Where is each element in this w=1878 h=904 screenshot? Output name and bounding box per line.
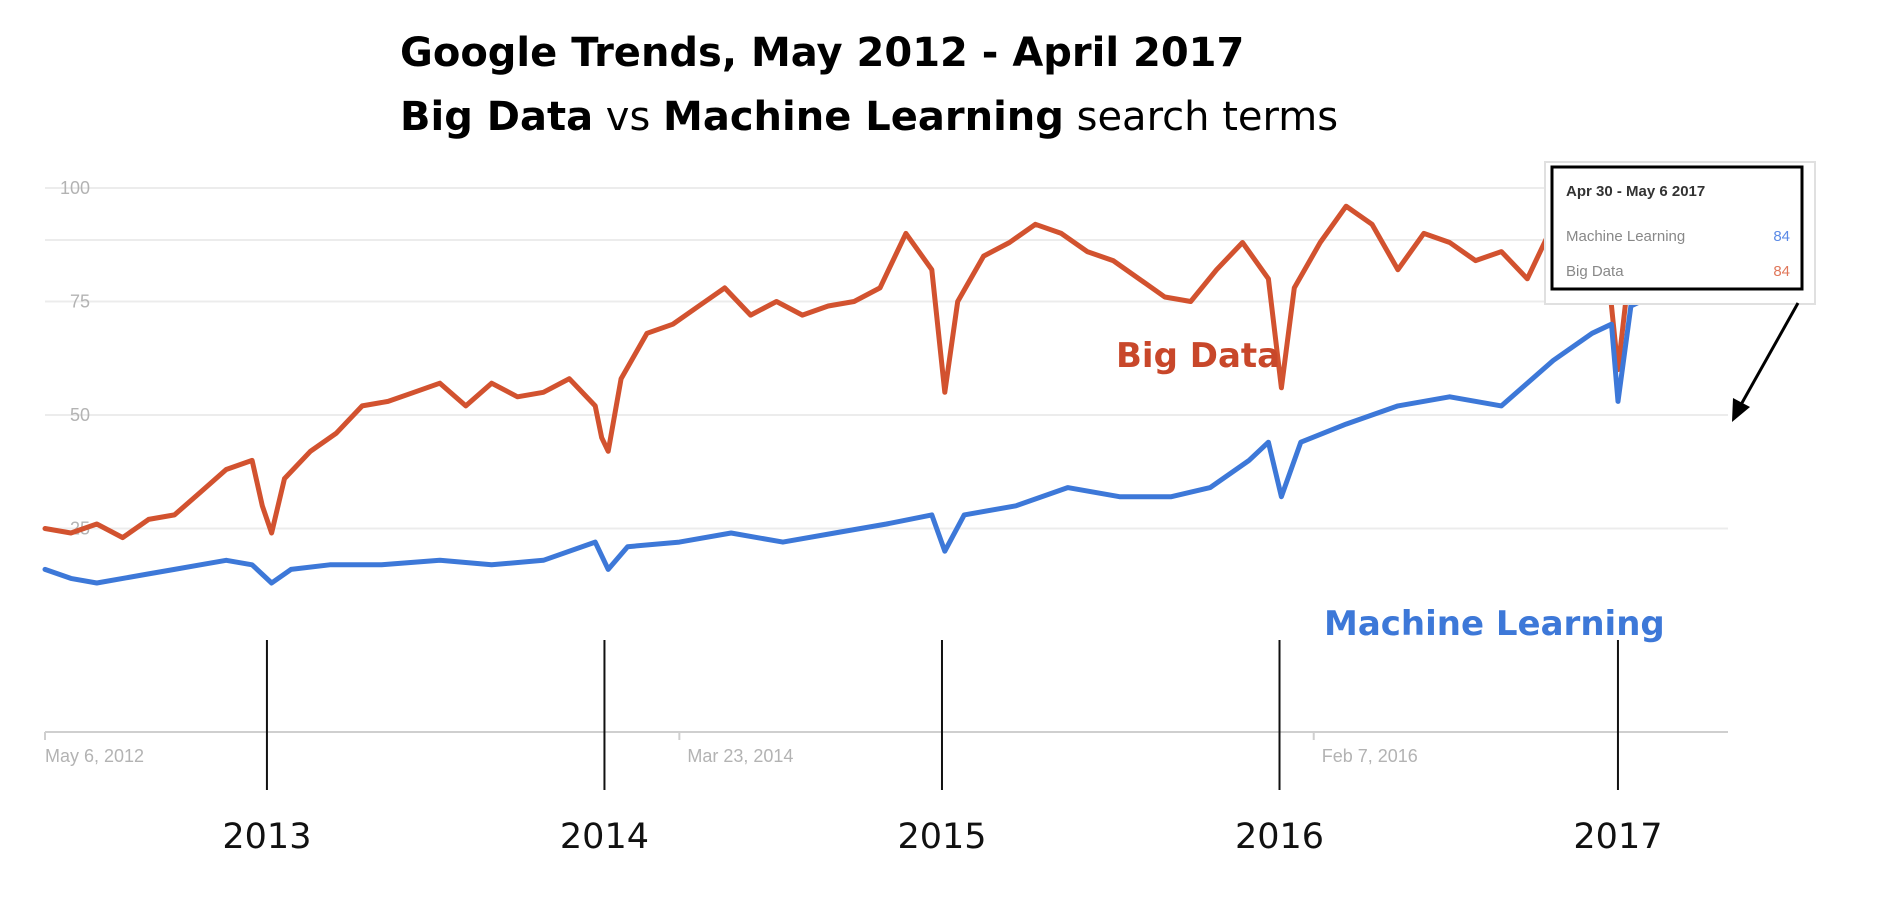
title-part-search-terms: search terms (1064, 94, 1338, 140)
year-marker-label-2014: 2014 (560, 817, 649, 857)
x-tick-label-0: May 6, 2012 (45, 746, 144, 766)
series-line-machine-learning (42, 258, 1731, 586)
tooltip-ml-value: 84 (1773, 228, 1790, 245)
y-tick-label-50: 50 (70, 405, 90, 425)
tooltip-ml-name: Machine Learning (1566, 228, 1685, 245)
y-tick-label-75: 75 (70, 292, 90, 312)
tooltip-bd-name: Big Data (1566, 263, 1624, 280)
year-marker-label-2017: 2017 (1573, 817, 1662, 857)
title-part-vs: vs (593, 94, 663, 140)
year-marker-label-2015: 2015 (897, 817, 986, 857)
series-lines (42, 203, 1731, 586)
arrow-head (1732, 398, 1750, 422)
y-tick-label-100: 100 (60, 178, 90, 198)
chart-title-line2: Big Data vs Machine Learning search term… (400, 94, 1338, 140)
hover-tooltip: Apr 30 - May 6 2017 Machine Learning 84 … (1544, 161, 1816, 305)
year-markers: 2013 2014 2015 2016 2017 (222, 640, 1662, 857)
machine-learning-series-label: Machine Learning (1324, 604, 1665, 644)
x-axis-tick-labels: May 6, 2012 Mar 23, 2014 Feb 7, 2016 (44, 732, 1418, 766)
tooltip-arrow (1732, 302, 1800, 422)
x-tick-label-2: Feb 7, 2016 (1322, 746, 1418, 766)
x-tick-label-1: Mar 23, 2014 (687, 746, 793, 766)
tooltip-date: Apr 30 - May 6 2017 (1566, 183, 1705, 200)
tooltip-bd-value: 84 (1773, 263, 1790, 280)
arrow-shaft (1736, 302, 1800, 411)
title-part-big-data: Big Data (400, 94, 593, 140)
series-line-big-data (42, 203, 1731, 541)
year-marker-label-2013: 2013 (222, 817, 311, 857)
year-marker-label-2016: 2016 (1235, 817, 1324, 857)
big-data-series-label: Big Data (1116, 336, 1280, 376)
title-part-machine-learning: Machine Learning (663, 94, 1064, 140)
chart-title-line1: Google Trends, May 2012 - April 2017 (400, 30, 1244, 76)
tooltip-box (1550, 165, 1804, 291)
